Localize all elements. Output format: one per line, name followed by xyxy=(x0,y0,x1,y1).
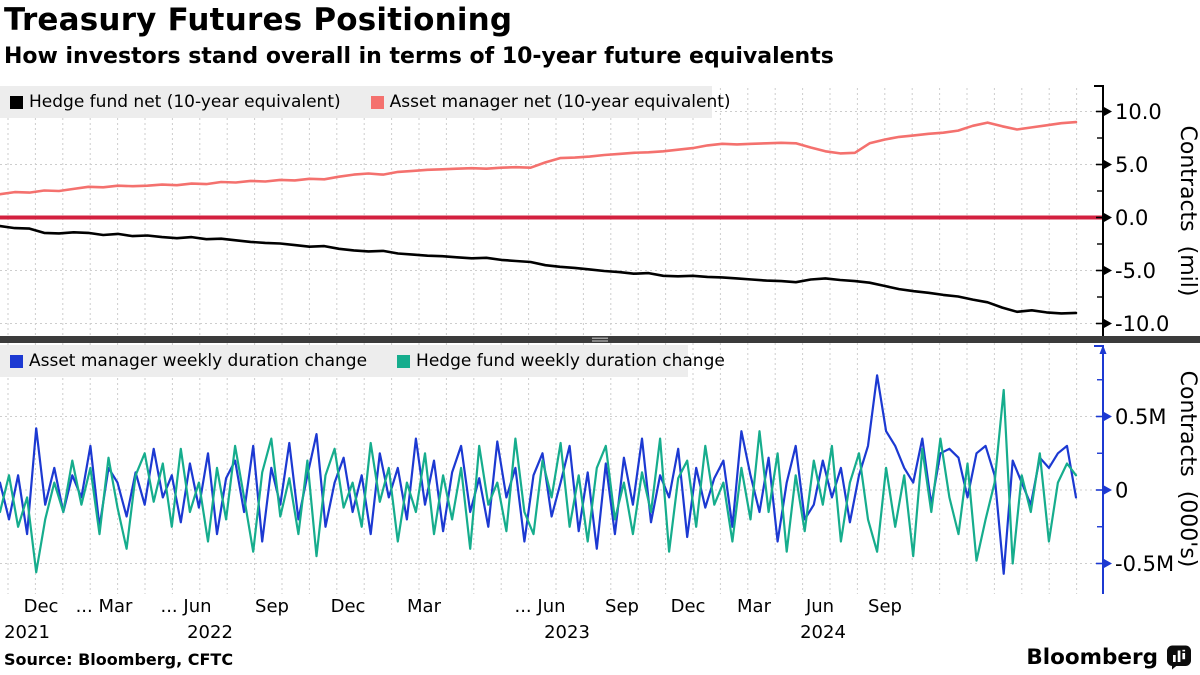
x-year-label: 2022 xyxy=(187,622,233,643)
x-month-label: Dec xyxy=(670,596,706,617)
y-tick-label: -10.0 xyxy=(1115,312,1169,336)
y-tick-label: 0.5M xyxy=(1115,405,1167,429)
y-tick-arrow-icon xyxy=(1104,319,1112,328)
x-year-label: 2021 xyxy=(4,622,50,643)
y-axis-title-top: Contracts (mil) xyxy=(1175,126,1200,297)
legend-label-asset-manager-net: Asset manager net (10-year equivalent) xyxy=(389,92,731,112)
x-month-label: ... Jun xyxy=(160,596,212,617)
x-month-label: Sep xyxy=(605,596,639,617)
legend-label-asset-manager-weekly: Asset manager weekly duration change xyxy=(29,351,368,371)
bloomberg-wordmark: Bloomberg xyxy=(1026,644,1158,670)
y-tick-label: -5.0 xyxy=(1115,259,1156,283)
source-text: Source: Bloomberg, CFTC xyxy=(4,650,234,669)
y-tick-arrow-icon xyxy=(1104,213,1112,222)
panel-divider[interactable] xyxy=(0,336,1200,343)
y-tick-label: 0 xyxy=(1115,479,1128,503)
x-month-label: Jun xyxy=(805,596,835,617)
x-month-label: Dec xyxy=(23,596,59,617)
y-tick-arrow-icon xyxy=(1104,160,1112,169)
x-year-label: 2023 xyxy=(544,622,590,643)
y-tick-label: -0.5M xyxy=(1115,552,1174,576)
x-month-label: ... Jun xyxy=(514,596,566,617)
y-tick-arrow-icon xyxy=(1104,107,1112,116)
zero-baseline xyxy=(0,215,1103,220)
x-month-label: Dec xyxy=(330,596,366,617)
legend-label-hedge-fund-weekly: Hedge fund weekly duration change xyxy=(416,351,725,371)
series-line xyxy=(0,388,1078,574)
x-axis-month-labels: Dec ... Mar ... Jun Sep Dec Mar ... Jun Sep Dec M… xyxy=(0,596,1200,620)
legend-item-hedge-fund-net[interactable]: Hedge fund net (10-year equivalent) xyxy=(10,92,341,112)
x-month-label: Sep xyxy=(868,596,902,617)
x-month-label: ... Mar xyxy=(75,596,133,617)
bloomberg-terminal-icon xyxy=(1167,645,1191,670)
legend-swatch-hedge-fund-net-icon xyxy=(10,95,23,109)
y-tick-label: 10.0 xyxy=(1115,100,1162,124)
page-subtitle: How investors stand overall in terms of … xyxy=(4,44,834,69)
x-month-label: Sep xyxy=(255,596,289,617)
y-axis-arrow-icon xyxy=(1099,345,1107,354)
y-axis-title-bottom: Contracts (000's) xyxy=(1175,371,1200,568)
page-title: Treasury Futures Positioning xyxy=(4,2,513,38)
legend-label-hedge-fund-net: Hedge fund net (10-year equivalent) xyxy=(29,92,341,112)
x-month-label: Mar xyxy=(737,596,771,617)
legend-swatch-asset-manager-weekly-icon xyxy=(10,354,23,368)
legend-top-panel: Hedge fund net (10-year equivalent) Asse… xyxy=(0,86,731,118)
series-line xyxy=(0,120,1078,196)
series-line xyxy=(0,224,1078,315)
y-tick-arrow-icon xyxy=(1104,412,1112,421)
y-tick-arrow-icon xyxy=(1104,559,1112,568)
x-year-label: 2024 xyxy=(800,622,846,643)
legend-swatch-asset-manager-net-icon xyxy=(370,95,384,109)
series-line xyxy=(0,374,1078,575)
legend-swatch-hedge-fund-weekly-icon xyxy=(397,354,411,368)
legend-bottom-panel: Asset manager weekly duration change Hed… xyxy=(0,345,725,377)
y-tick-label: 5.0 xyxy=(1115,153,1148,177)
legend-item-asset-manager-net[interactable]: Asset manager net (10-year equivalent) xyxy=(370,92,731,112)
legend-item-hedge-fund-weekly[interactable]: Hedge fund weekly duration change xyxy=(397,351,725,371)
y-tick-label: 0.0 xyxy=(1115,206,1148,230)
x-month-label: Mar xyxy=(407,596,441,617)
legend-item-asset-manager-weekly[interactable]: Asset manager weekly duration change xyxy=(10,351,367,371)
y-tick-arrow-icon xyxy=(1104,485,1112,495)
y-tick-arrow-icon xyxy=(1104,266,1112,275)
x-axis-year-labels: 2021 2022 2023 2024 xyxy=(0,622,1200,646)
bloomberg-branding: Bloomberg xyxy=(1026,644,1192,670)
